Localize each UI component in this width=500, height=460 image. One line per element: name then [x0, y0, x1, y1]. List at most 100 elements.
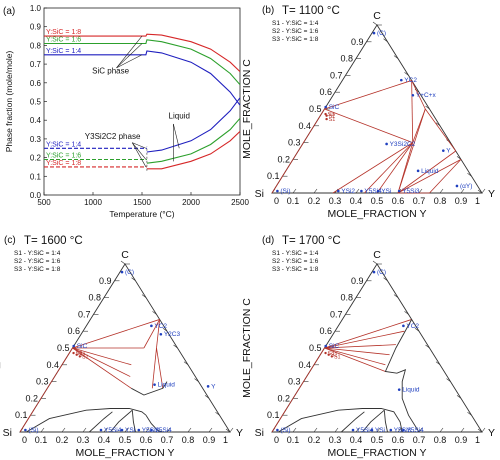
panel-c: (c) T= 1600 °C 0.1 0.1 0.2 0.2 0.3 0.3 0.4 0.4 0.5…	[0, 235, 243, 459]
series-line-a	[146, 97, 241, 153]
tick-base	[187, 427, 192, 433]
tick-base	[40, 427, 45, 433]
phase-label: (C)	[377, 269, 386, 276]
tick-right	[383, 38, 388, 43]
tick-label-left: 0.3	[36, 377, 49, 387]
phase-label: (C)	[377, 30, 386, 37]
phase-label: Y	[446, 148, 451, 155]
tie-line	[72, 347, 132, 366]
tick-right	[225, 428, 231, 433]
tick-base	[397, 427, 402, 433]
x-tick-label-a: 500	[37, 198, 51, 207]
phase-marker	[72, 344, 75, 348]
tick-right	[435, 122, 441, 127]
phase-marker	[385, 142, 388, 146]
tick-base	[166, 427, 171, 433]
annotation-arrow-liquid	[173, 123, 180, 149]
phase-marker	[397, 189, 401, 193]
sample-point	[324, 351, 327, 355]
phase-marker	[376, 189, 380, 193]
phase-label: Y5Si3	[402, 188, 420, 195]
tick-right	[477, 189, 483, 194]
tick-label-left: 0.2	[277, 154, 290, 164]
phase-marker	[400, 78, 403, 82]
phase-label: Y5Si4	[356, 427, 374, 434]
x-tick-label-a: 2000	[182, 198, 200, 207]
tick-label-base: 0.4	[350, 435, 363, 445]
phase-label: SiC	[329, 104, 340, 111]
tick-label-base: 0.3	[329, 196, 342, 206]
legend-entry: S1 - Y:SiC = 1:4	[14, 250, 61, 257]
tick-right	[477, 428, 483, 433]
tick-right	[404, 311, 409, 315]
sample-point	[72, 351, 75, 355]
y-axis-title: MOLE_FRACTION C	[241, 59, 253, 159]
tie-line	[324, 344, 396, 349]
tick-label-left: 0.6	[319, 326, 332, 336]
panel-b: (b) T= 1100 °C 0.1 0.1 0.2 0.2 0.3 0.3 0.4 0.4 0.5…	[241, 5, 495, 220]
phase-boundary	[361, 409, 385, 433]
tick-label-base: 0.8	[434, 196, 447, 206]
phase-marker	[455, 184, 459, 188]
tick-label-base: 0.8	[434, 435, 447, 445]
tick-label-left: 0.1	[15, 410, 28, 420]
y-tick-label-a: 0.2	[30, 154, 42, 163]
sample-label: S2	[331, 353, 338, 359]
sample-point	[330, 355, 334, 358]
ternary-frame	[271, 263, 483, 433]
x-tick-label-a: 1000	[84, 198, 102, 207]
phase-label: Y+C+x	[416, 92, 437, 99]
phase-label: Liquid	[158, 382, 176, 389]
phase-marker	[324, 105, 328, 109]
tie-line	[143, 319, 161, 349]
panel-title: T= 1600 °C	[24, 235, 83, 247]
tick-right	[404, 72, 409, 76]
tick-right	[393, 294, 399, 298]
annotation-sic: SiC phase	[92, 66, 129, 75]
tick-label-one: 1	[475, 435, 480, 445]
tick-base	[376, 427, 381, 433]
tie-line	[72, 347, 131, 377]
phase-marker	[150, 324, 153, 328]
sample-label: S3	[76, 351, 83, 357]
tie-line	[156, 347, 164, 389]
sample-point	[75, 353, 78, 356]
tick-base	[229, 427, 234, 433]
tick-label-left: 0.6	[319, 87, 332, 97]
tick-right	[383, 277, 388, 282]
ternary-frame	[271, 24, 483, 194]
tick-label-base: 0.2	[56, 435, 69, 445]
phase-label: Y	[211, 383, 216, 390]
legend-entry: S3 - Y:SiC = 1:8	[14, 266, 61, 273]
tie-line	[324, 347, 386, 372]
phase-label: YC2	[154, 323, 167, 330]
phase-label: SiC	[329, 343, 340, 350]
phase-label: YC2	[404, 77, 417, 84]
phase-boundary	[131, 410, 136, 433]
tick-label-one: 1	[475, 196, 480, 206]
tick-label-base: 0.4	[350, 196, 363, 206]
tick-base	[82, 427, 87, 433]
tick-label-left: 0.1	[267, 171, 280, 181]
phase-boundary	[88, 411, 113, 433]
tick-base	[481, 188, 486, 194]
phase-label: Y2C3	[164, 331, 181, 338]
sample-label: S3	[328, 351, 335, 357]
x-axis-title: MOLE_FRACTION Y	[328, 447, 427, 459]
tie-line	[429, 159, 462, 194]
tick-label-left: 0.8	[88, 293, 101, 303]
tick-label-left: 0.8	[340, 293, 353, 303]
annotation-arrow-y3si2c2	[131, 142, 147, 160]
phase-label: Y5Si4	[406, 427, 424, 434]
tie-line	[271, 108, 325, 194]
tick-label-one: 1	[223, 435, 228, 445]
phase-marker	[276, 189, 279, 193]
phase-marker	[402, 324, 405, 328]
tick-label-left: 0.9	[99, 276, 112, 286]
tick-base	[208, 427, 213, 433]
tick-right	[372, 21, 378, 26]
tick-base	[334, 427, 339, 433]
annotation-arrow-sic	[116, 43, 143, 69]
tie-line	[324, 347, 386, 366]
phase-label: Y5Si4	[154, 427, 172, 434]
